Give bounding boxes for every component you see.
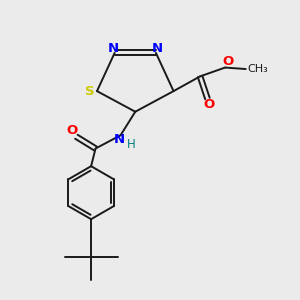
Text: O: O	[203, 98, 214, 111]
Text: O: O	[222, 55, 234, 68]
Text: N: N	[108, 42, 119, 55]
Text: N: N	[152, 42, 163, 55]
Text: CH₃: CH₃	[248, 64, 268, 74]
Text: H: H	[127, 138, 135, 151]
Text: N: N	[113, 133, 124, 146]
Text: S: S	[85, 85, 94, 98]
Text: O: O	[66, 124, 78, 137]
